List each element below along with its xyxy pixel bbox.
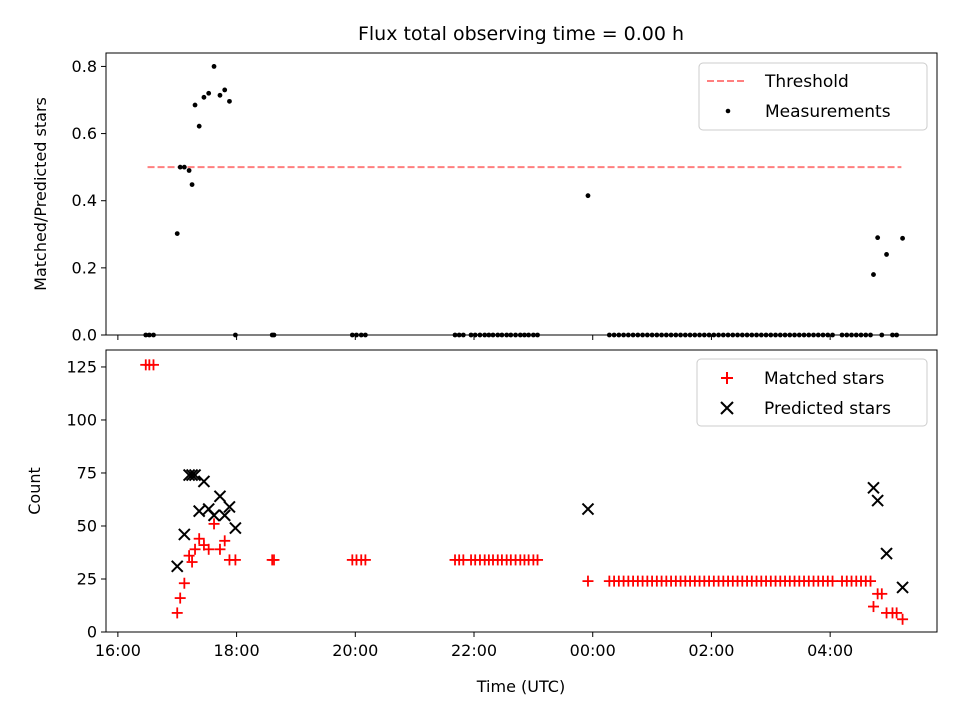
legend-matched-label: Matched stars (764, 369, 884, 389)
bottom-panel-axes: 0 25 50 75 100 125 16:00 18:00 20:00 22:00 00:00 02… (66, 357, 853, 660)
y-tick-label: 0.4 (72, 191, 97, 210)
measurement-point (186, 168, 192, 173)
top-y-axis-label: Matched/Predicted stars (31, 97, 50, 291)
measurement-point (875, 235, 881, 241)
bottom-y-axis-label: Count (25, 467, 44, 515)
x-tick-label: 22:00 (451, 641, 497, 660)
legend-measurements-swatch (725, 108, 731, 114)
predicted-star-point (188, 468, 202, 482)
matched-star-point (532, 554, 544, 566)
measurement-point (222, 87, 228, 93)
matched-star-point (178, 577, 190, 589)
y-tick-label: 100 (66, 410, 97, 429)
predicted-star-point (896, 581, 909, 594)
measurement-point (206, 90, 212, 96)
measurement-point (177, 164, 183, 170)
measurement-point (174, 231, 180, 237)
top-panel: 0.00.20.40.60.8 Matched/Predicted stars … (31, 52, 938, 345)
matched-star-point (147, 359, 159, 371)
matched-star-point (174, 592, 186, 604)
predicted-star-point (207, 509, 221, 522)
x-tick-label: 20:00 (332, 641, 378, 660)
legend-measurements-label: Measurements (765, 102, 891, 122)
measurement-point (189, 182, 195, 188)
y-tick-label: 75 (77, 463, 97, 482)
x-tick-label: 16:00 (95, 641, 141, 660)
y-tick-label: 0.8 (72, 57, 97, 76)
matched-star-point (203, 543, 215, 555)
matched-star-point (229, 554, 241, 566)
bottom-panel: 0 25 50 75 100 125 16:00 18:00 20:00 22:00 00:00 02… (25, 349, 938, 696)
matched-star-point (268, 554, 280, 566)
measurement-point (217, 92, 223, 98)
measurement-point (227, 98, 232, 104)
matched-star-point (876, 588, 888, 600)
predicted-star-point (867, 481, 880, 495)
predicted-star-point (171, 560, 184, 573)
y-tick-label: 50 (77, 516, 97, 535)
bottom-axes-frame (105, 349, 938, 633)
matched-star-point (827, 575, 839, 587)
matched-star-point (183, 550, 195, 562)
x-tick-label: 04:00 (807, 641, 853, 660)
measurement-point (181, 164, 187, 170)
measurement-point (201, 94, 207, 100)
y-tick-label: 0.0 (72, 326, 97, 345)
y-tick-label: 0 (87, 623, 97, 642)
bottom-legend: Matched stars Predicted stars (696, 358, 928, 427)
measurement-point (900, 235, 905, 241)
matched-star-point (865, 575, 877, 587)
predicted-star-point (178, 528, 191, 541)
bottom-panel-marks (140, 359, 909, 625)
measurement-point (196, 123, 202, 129)
matched-star-point (189, 543, 201, 555)
predicted-star-point (223, 500, 236, 514)
matched-star-point (208, 518, 220, 530)
x-axis-label: Time (UTC) (476, 677, 565, 696)
top-legend: Threshold Measurements (698, 62, 928, 131)
predicted-star-point (213, 490, 227, 503)
matched-star-point (359, 554, 371, 566)
measurement-point (585, 193, 591, 199)
predicted-star-point (880, 547, 893, 560)
matched-star-point (171, 607, 183, 619)
matched-star-point (897, 613, 909, 625)
chart-title: Flux total observing time = 0.00 h (358, 23, 684, 45)
predicted-star-point (197, 475, 211, 488)
legend-predicted-swatch (720, 401, 734, 415)
measurement-point (871, 272, 876, 277)
predicted-star-point (581, 502, 595, 516)
x-tick-label: 02:00 (688, 641, 734, 660)
y-tick-label: 0.2 (72, 258, 97, 277)
x-tick-label: 00:00 (570, 641, 616, 660)
x-tick-label: 18:00 (214, 641, 260, 660)
y-tick-label: 125 (66, 357, 97, 376)
predicted-star-point (185, 468, 199, 482)
matched-star-point (193, 533, 205, 545)
legend-threshold-label: Threshold (764, 72, 849, 92)
y-tick-label: 25 (77, 569, 97, 588)
top-legend-box (698, 62, 928, 131)
top-panel-marks (143, 64, 905, 338)
top-axes-frame (105, 52, 938, 336)
matched-star-point (867, 601, 879, 613)
predicted-star-point (192, 504, 206, 518)
measurement-point (192, 102, 198, 108)
y-tick-label: 0.6 (72, 124, 97, 143)
bottom-legend-box (696, 358, 928, 427)
predicted-star-point (218, 509, 231, 522)
measurement-point (211, 64, 217, 69)
matched-star-point (891, 607, 903, 619)
predicted-star-point (871, 494, 884, 507)
matched-star-point (214, 543, 226, 555)
matched-star-point (186, 556, 198, 568)
legend-matched-swatch (721, 372, 733, 384)
legend-predicted-label: Predicted stars (764, 399, 891, 419)
top-panel-axes: 0.0 0.2 0.4 0.6 0.8 (72, 57, 831, 345)
matched-star-point (582, 575, 594, 587)
measurement-point (884, 252, 889, 257)
matched-star-point (219, 535, 231, 547)
predicted-star-point (229, 521, 242, 535)
